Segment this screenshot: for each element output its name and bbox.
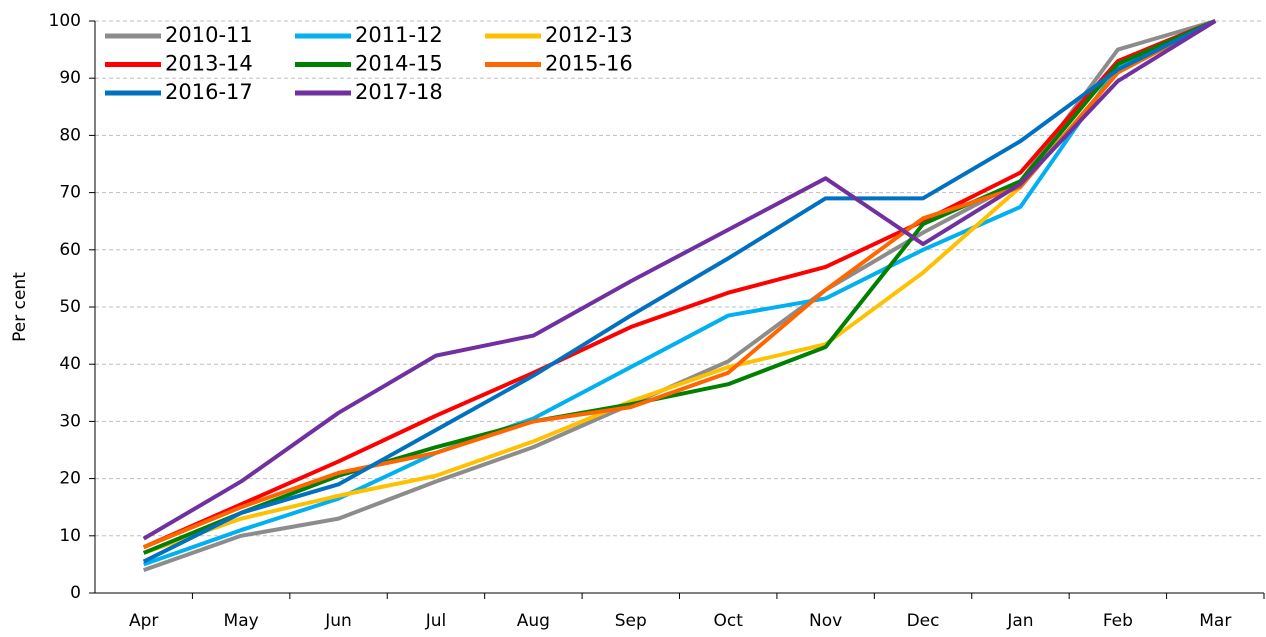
- y-tick-label: 80: [59, 125, 81, 145]
- x-tick-label: Jun: [324, 611, 352, 631]
- y-tick-label: 20: [59, 469, 81, 489]
- y-tick-label: 50: [59, 297, 81, 317]
- legend-label: 2017-18: [355, 80, 443, 104]
- legend-label: 2011-12: [355, 23, 443, 47]
- legend-label: 2015-16: [545, 52, 633, 76]
- x-tick-label: Apr: [129, 611, 158, 631]
- series-line: [142, 19, 1217, 541]
- y-tick-label: 40: [59, 354, 81, 374]
- x-tick-label: May: [224, 611, 259, 631]
- legend-label: 2013-14: [165, 52, 253, 76]
- x-tick-label: Jan: [1006, 611, 1033, 631]
- legend-label: 2014-15: [355, 52, 443, 76]
- x-tick-label: Oct: [714, 611, 744, 631]
- x-tick-label: Feb: [1103, 611, 1133, 631]
- y-tick-label: 0: [70, 583, 81, 603]
- x-tick-label: Aug: [517, 611, 550, 631]
- x-tick-label: Mar: [1199, 611, 1231, 631]
- x-tick-label: Sep: [615, 611, 647, 631]
- y-axis-label: Per cent: [10, 272, 30, 342]
- y-tick-label: 100: [49, 11, 81, 31]
- y-tick-label: 90: [59, 68, 81, 88]
- x-tick-label: Dec: [907, 611, 940, 631]
- y-tick-label: 60: [59, 240, 81, 260]
- series-line: [142, 19, 1217, 564]
- series-line: [142, 19, 1217, 550]
- series-line: [143, 19, 1217, 567]
- series-line: [142, 19, 1217, 555]
- legend-label: 2012-13: [545, 23, 633, 47]
- x-tick-label: Jul: [425, 611, 447, 631]
- y-tick-label: 30: [59, 411, 81, 431]
- x-tick-label: Nov: [809, 611, 842, 631]
- y-tick-label: 70: [59, 183, 81, 203]
- legend-label: 2016-17: [165, 80, 253, 104]
- legend-label: 2010-11: [165, 23, 253, 47]
- series-line: [142, 19, 1217, 550]
- y-tick-label: 10: [59, 526, 81, 546]
